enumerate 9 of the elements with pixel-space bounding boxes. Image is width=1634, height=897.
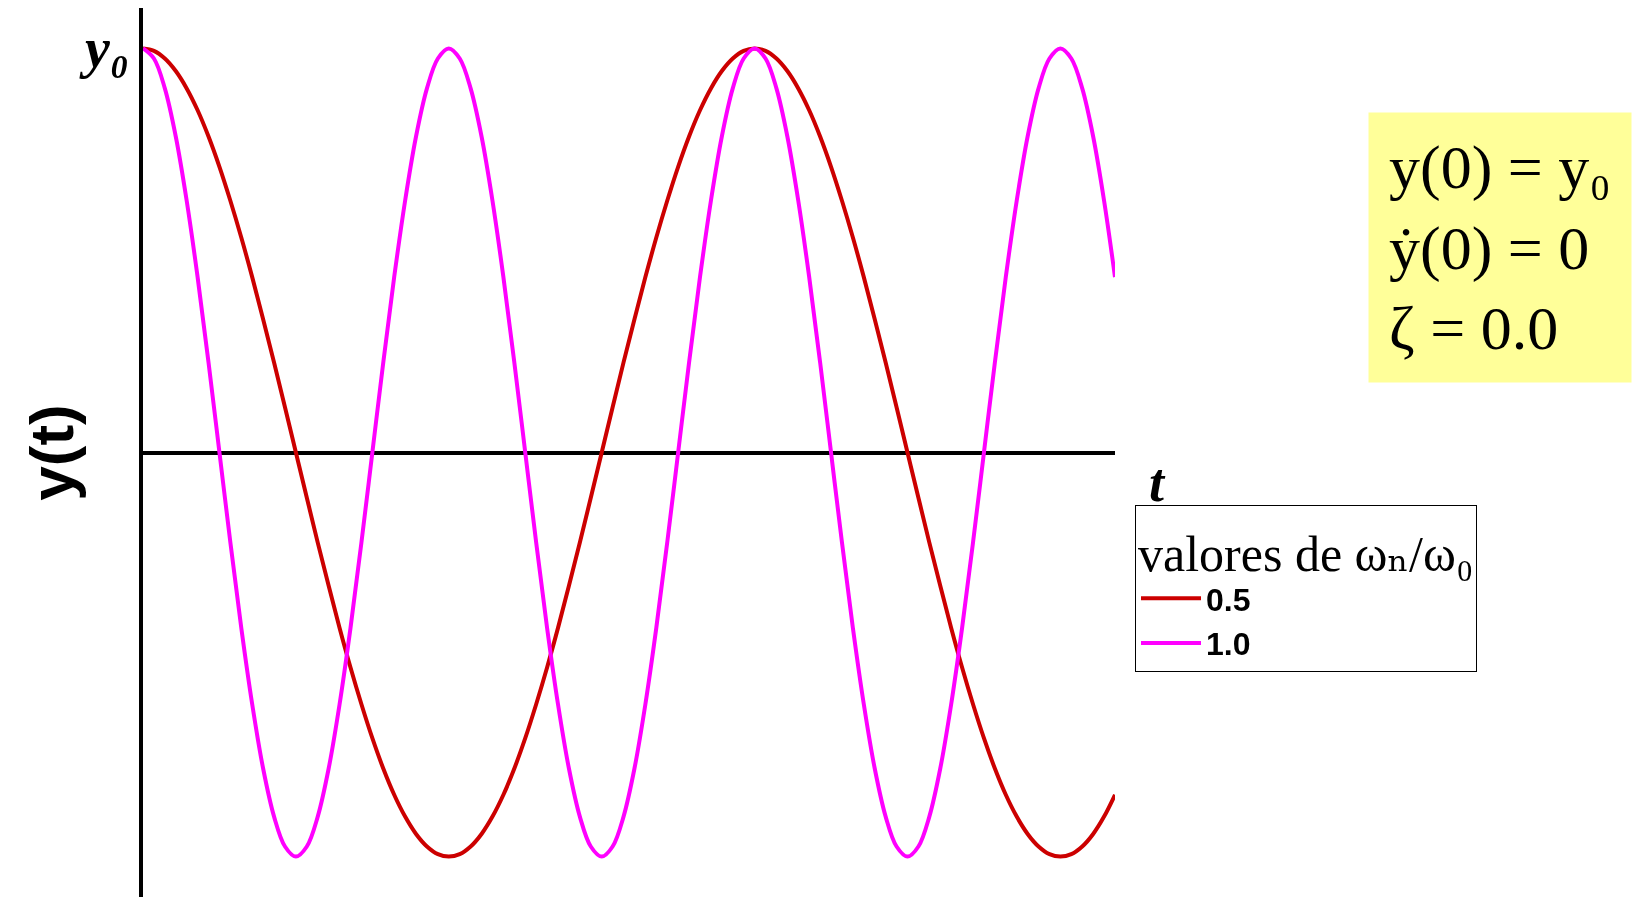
- y-axis-title: y(t): [17, 404, 87, 501]
- legend-label: 1.0: [1206, 626, 1251, 663]
- legend-title: valores de ωₙ/ω₀: [1138, 526, 1474, 582]
- text: ẏ(0) = 0: [1389, 213, 1590, 283]
- legend-label: 0.5: [1206, 581, 1251, 618]
- x-axis-title: t: [1149, 453, 1166, 513]
- text: y(0) = y₀: [1389, 133, 1611, 202]
- text: y₀: [79, 17, 130, 79]
- text: ζ = 0.0: [1389, 294, 1559, 363]
